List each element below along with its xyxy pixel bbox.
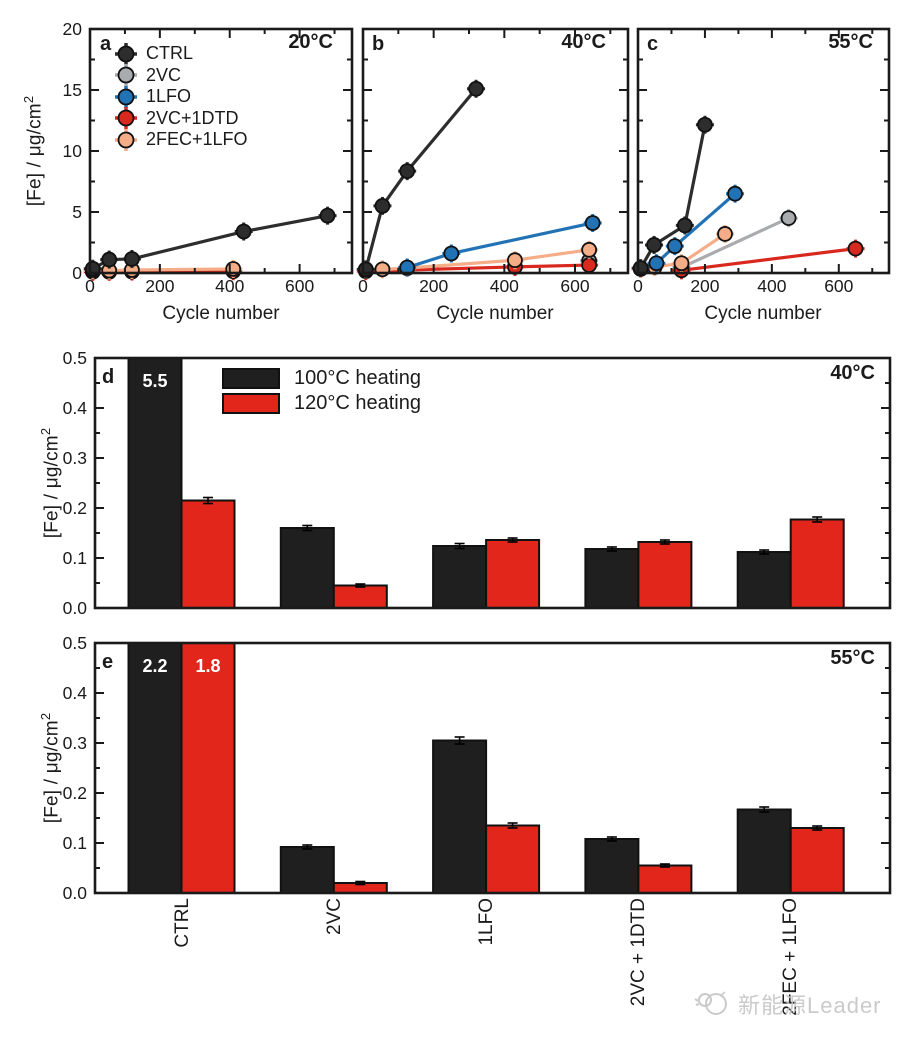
legend-marker-2vc [114,63,138,87]
svg-text:0: 0 [85,276,95,296]
panel-letter-d: d [102,366,115,388]
svg-text:200: 200 [419,276,448,296]
series-CTRL [83,206,337,278]
legend-label-2vc1dtd: 2VC+1DTD [146,107,239,128]
bar-legend-item-120: 120°C heating [222,391,421,416]
panel-d-plot: 0.0 0.1 0.2 0.3 0.4 0.5 [63,348,892,618]
svg-text:200: 200 [145,276,174,296]
watermark-logo-icon [694,991,727,1015]
temp-label-e: 55°C [830,647,875,669]
bar-legend-label-120: 120°C heating [294,392,421,414]
line-legend: CTRL 2VC 1LFO 2VC+1DTD 2FEC+1LFO [114,42,248,152]
legend-item-1lfo: 1LFO [114,85,248,109]
svg-text:0: 0 [72,263,82,283]
legend-label-ctrl: CTRL [146,43,194,64]
svg-text:0: 0 [358,276,368,296]
svg-text:600: 600 [285,276,314,296]
svg-text:0.1: 0.1 [63,548,87,568]
legend-marker-ctrl [114,42,138,66]
panel-c-plot: 0 200 400 600 [631,27,891,296]
legend-item-2vc1dtd: 2VC+1DTD [114,106,248,130]
bar-series-100°C heating [127,357,792,609]
legend-label-2fec1lfo: 2FEC+1LFO [146,129,248,150]
svg-text:0.1: 0.1 [63,833,87,853]
svg-text:0.2: 0.2 [63,498,87,518]
panel-letter-b: b [372,33,385,55]
panel-b-plot: 0 200 400 600 [356,27,630,296]
bar-legend: 100°C heating 120°C heating [222,366,421,416]
svg-text:20: 20 [63,19,83,39]
series-1LFO [647,184,745,273]
series-CTRL [356,79,486,279]
series-2VC [672,209,798,277]
svg-text:5: 5 [72,202,82,222]
svg-text:400: 400 [215,276,244,296]
temp-label-d: 40°C [830,362,875,384]
category-label-2vc1dtd: 2VC + 1DTD [628,898,649,1007]
svg-text:400: 400 [490,276,519,296]
svg-text:600: 600 [560,276,589,296]
svg-text:0.4: 0.4 [63,398,88,418]
bar-annotation-e-ctrl-120: 1.8 [195,656,221,676]
legend-label-1lfo: 1LFO [146,86,192,107]
x-axis-title-a: Cycle number [162,303,280,324]
category-label-1lfo: 1LFO [476,898,497,946]
watermark-text: 新能源Leader [738,993,882,1018]
svg-text:0.5: 0.5 [63,348,87,368]
svg-text:0.5: 0.5 [63,633,87,653]
svg-text:15: 15 [63,80,82,100]
bar-d-y-axis-label: [Fe] / μg/cm2 [38,427,63,539]
bar-series-120°C heating [180,496,845,609]
svg-text:0.3: 0.3 [63,448,87,468]
category-label-ctrl: CTRL [172,898,193,948]
watermark: 新能源Leader [694,988,882,1020]
panel-letter-a: a [100,33,112,55]
temp-label-a: 20°C [288,31,333,53]
temp-label-c: 55°C [828,31,873,53]
bar-legend-swatch-120-icon [222,393,280,414]
legend-label-2vc: 2VC [146,64,182,85]
panel-e-plot: 0.0 0.1 0.2 0.3 0.4 0.5 [63,633,892,903]
bar-annotation-e-ctrl-100: 2.2 [142,656,168,676]
svg-text:200: 200 [690,276,719,296]
category-label-2vc: 2VC [324,898,345,935]
svg-text:400: 400 [757,276,786,296]
svg-text:0.4: 0.4 [63,683,88,703]
svg-text:0.2: 0.2 [63,783,87,803]
legend-item-ctrl: CTRL [114,42,248,66]
bar-e-y-axis-label: [Fe] / μg/cm2 [38,712,63,824]
line-y-axis-label: [Fe] / μg/cm2 [21,95,46,207]
x-axis-title-b: Cycle number [436,303,554,324]
svg-text:0.0: 0.0 [63,883,88,903]
legend-marker-2vc1dtd [114,106,138,130]
svg-text:0: 0 [633,276,643,296]
legend-item-2vc: 2VC [114,63,248,87]
panel-letter-c: c [647,33,659,55]
legend-marker-1lfo [114,85,138,109]
temp-label-b: 40°C [561,31,606,53]
svg-text:0.0: 0.0 [63,598,88,618]
svg-text:10: 10 [63,141,83,161]
bar-series-100°C heating [127,642,792,894]
legend-item-2fec1lfo: 2FEC+1LFO [114,128,248,152]
svg-text:0.3: 0.3 [63,733,87,753]
bar-annotation-d-ctrl: 5.5 [142,371,168,391]
panel-letter-e: e [102,651,114,673]
bar-legend-item-100: 100°C heating [222,366,421,391]
bar-legend-swatch-100-icon [222,368,280,389]
svg-text:600: 600 [824,276,853,296]
bar-legend-label-100: 100°C heating [294,367,421,389]
bar-series-120°C heating [180,642,845,894]
x-axis-title-c: Cycle number [704,303,822,324]
legend-marker-2fec1lfo [114,128,138,152]
panel-a-plot: 0 200 400 600 0 5 10 15 20 [63,19,354,296]
